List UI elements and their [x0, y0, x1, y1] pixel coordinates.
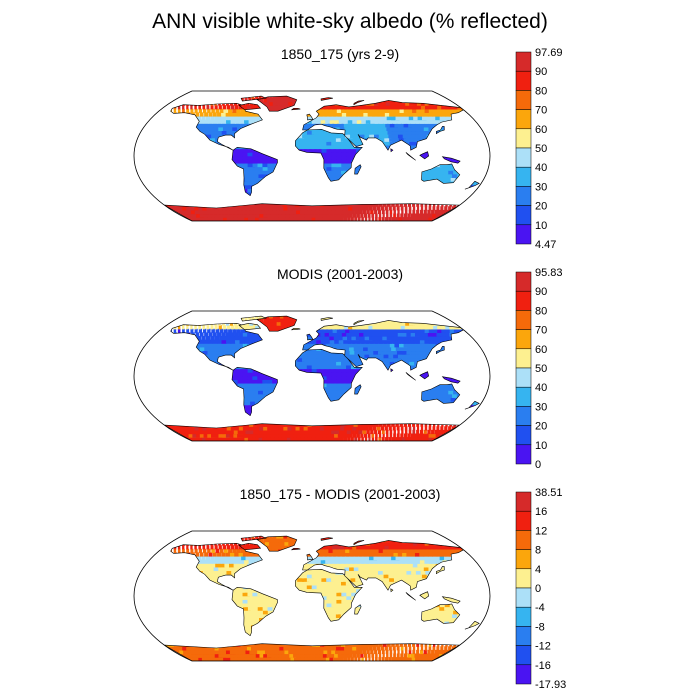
- colorbar-label: 90: [535, 286, 547, 298]
- colorbar-2: 95.83 90 80 70 60 50 40 30 20 10 0: [515, 267, 563, 471]
- colorbar-box: [515, 626, 532, 646]
- colorbar-label: 20: [535, 201, 547, 213]
- land-iceland: [290, 108, 301, 111]
- colorbar-label: 97.69: [535, 47, 563, 59]
- colorbar-label: 80: [535, 85, 547, 97]
- land-iceland: [290, 328, 301, 331]
- colorbar-label: 50: [535, 363, 547, 375]
- colorbar-box: [515, 664, 532, 685]
- colorbar-label: 30: [535, 401, 547, 413]
- colorbar-label: 60: [535, 344, 547, 356]
- colorbar-label: 60: [535, 124, 547, 136]
- colorbar-box: [515, 310, 532, 330]
- colorbar-box: [515, 645, 532, 666]
- panel-title-modis: MODIS (2001-2003): [276, 266, 404, 282]
- colorbar-label: -16: [535, 660, 551, 672]
- colorbar-label: 80: [535, 305, 547, 317]
- colorbar-label: 50: [535, 143, 547, 155]
- colorbar-box: [515, 205, 532, 226]
- colorbar-box: [515, 348, 532, 369]
- colorbar-box: [515, 70, 532, 91]
- map-boundary: [133, 530, 491, 662]
- main-title: ANN visible white-sky albedo (% reflecte…: [152, 10, 548, 33]
- colorbar-label: 10: [535, 440, 547, 452]
- colorbar-box: [515, 587, 532, 608]
- colorbar-box: [515, 510, 532, 531]
- colorbar-label: 0: [535, 583, 541, 595]
- colorbar-label: 16: [535, 506, 547, 518]
- colorbar-label: 70: [535, 105, 547, 117]
- colorbar-box: [515, 568, 532, 589]
- colorbar-box: [515, 166, 532, 187]
- colorbar-box: [515, 329, 532, 350]
- colorbar-label: 30: [535, 181, 547, 193]
- colorbar-box: [515, 386, 532, 407]
- colorbar-box: [515, 128, 532, 149]
- colorbar-label: -4: [535, 602, 545, 614]
- colorbar-box: [515, 90, 532, 110]
- colorbar-label: 4: [535, 564, 541, 576]
- colorbar-label: 40: [535, 162, 547, 174]
- panel-title-difference: 1850_175 - MODIS (2001-2003): [239, 486, 441, 502]
- colorbar-box: [515, 109, 532, 130]
- colorbar-label: 10: [535, 220, 547, 232]
- map-boundary: [133, 310, 491, 442]
- colorbar-box: [515, 491, 532, 512]
- land-antarctica: [164, 203, 461, 221]
- colorbar-box: [515, 549, 532, 570]
- colorbar-label: 70: [535, 325, 547, 337]
- colorbar-box: [515, 51, 532, 72]
- colorbar-label: -17.93: [535, 679, 566, 691]
- colorbar-box: [515, 406, 532, 426]
- colorbar-label: 20: [535, 421, 547, 433]
- colorbar-box: [515, 367, 532, 388]
- colorbar-box: [515, 186, 532, 206]
- colorbar-label: 4.47: [535, 239, 556, 251]
- colorbar-box: [515, 606, 532, 627]
- panel-title-model: 1850_175 (yrs 2-9): [280, 46, 400, 62]
- colorbar-1: 97.69 90 80 70 60 50 40 30 20 10 4.47: [515, 47, 563, 251]
- map-panel-1: [133, 90, 491, 222]
- colorbar-box: [515, 147, 532, 168]
- colorbar-box: [515, 425, 532, 446]
- map-boundary: [133, 90, 491, 222]
- colorbar-label: 12: [535, 525, 547, 537]
- colorbar-label: 40: [535, 382, 547, 394]
- land-antarctica: [164, 643, 461, 661]
- map-panel-3: [133, 530, 491, 662]
- colorbar-box: [515, 224, 532, 245]
- colorbar-label: 8: [535, 545, 541, 557]
- land-iceland: [290, 548, 301, 551]
- colorbar-3: 38.51 16 12 8 4 0 -4 -8 -12 -16 -17.93: [515, 487, 566, 691]
- colorbar-label: 38.51: [535, 487, 563, 499]
- colorbar-label: 95.83: [535, 267, 563, 279]
- colorbar-box: [515, 444, 532, 465]
- map-panel-2: [133, 310, 491, 442]
- colorbar-box: [515, 530, 532, 550]
- colorbar-label: -12: [535, 641, 551, 653]
- colorbar-label: 0: [535, 459, 541, 471]
- colorbar-label: 90: [535, 66, 547, 78]
- colorbar-box: [515, 290, 532, 311]
- colorbar-box: [515, 271, 532, 292]
- colorbar-label: -8: [535, 621, 545, 633]
